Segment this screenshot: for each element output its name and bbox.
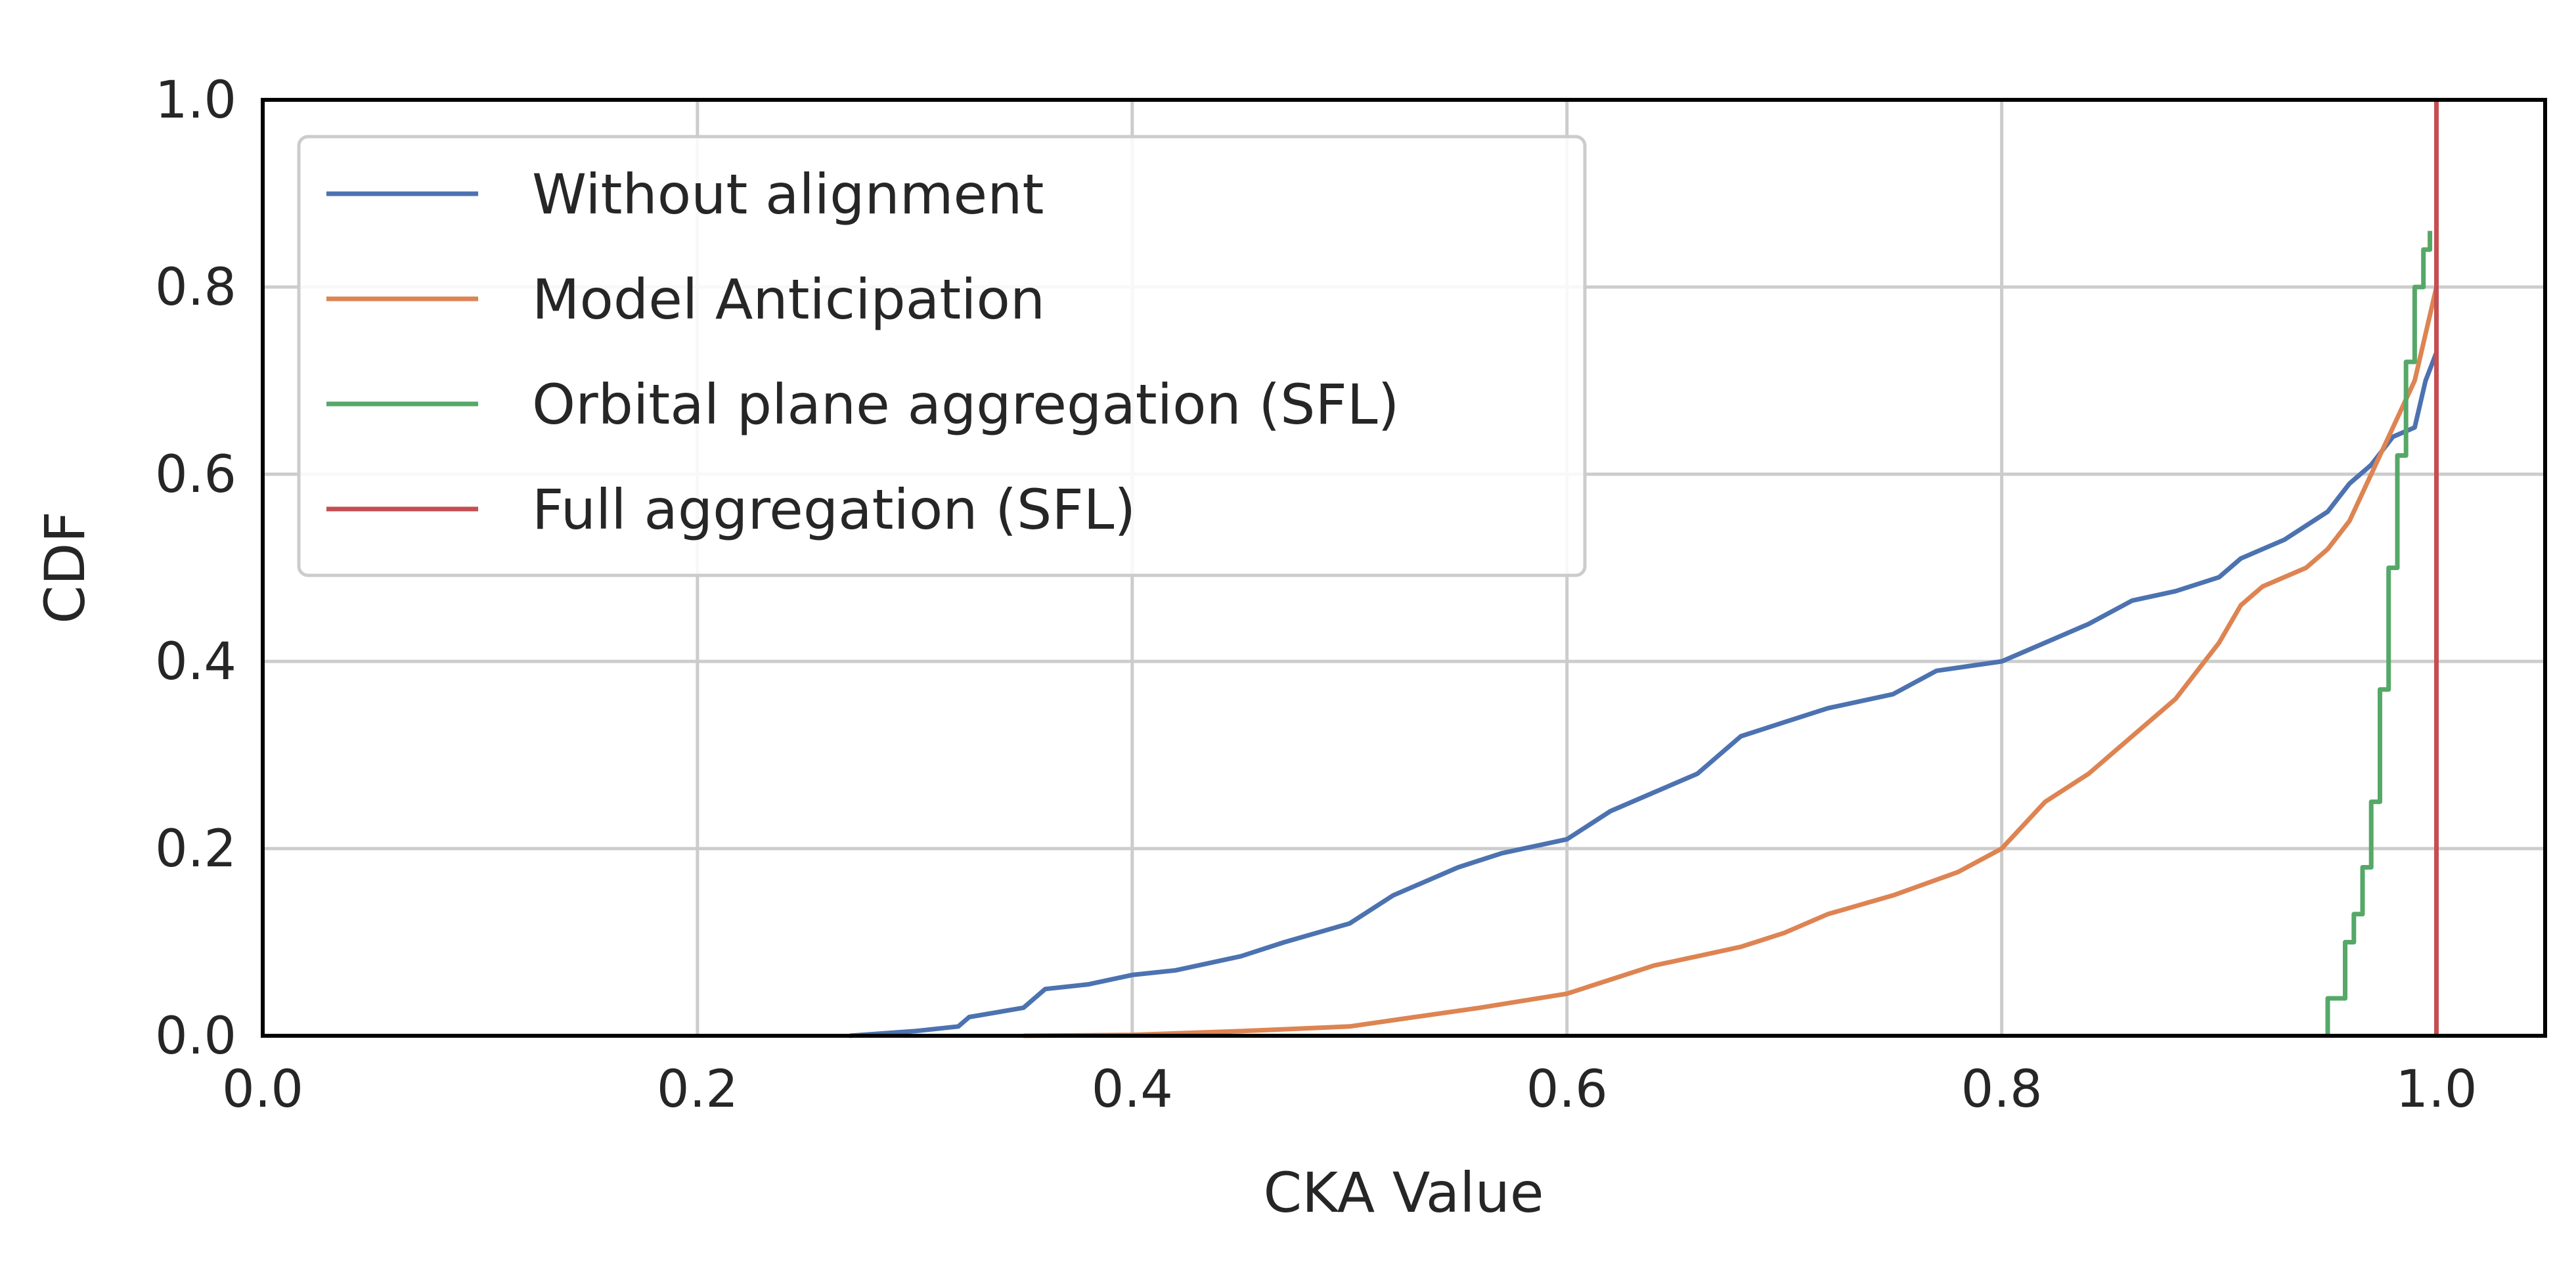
x-tick-label: 0.2 [657, 1060, 738, 1119]
x-tick-label: 0.8 [1961, 1060, 2043, 1119]
x-tick-label: 0.4 [1092, 1060, 1173, 1119]
series-layer [849, 100, 2439, 1038]
legend-label: Full aggregation (SFL) [532, 477, 1136, 542]
x-axis-label: CKA Value [1263, 1161, 1543, 1225]
legend-label: Model Anticipation [532, 267, 1045, 332]
legend-box [297, 135, 1587, 577]
y-tick-label: 1.0 [155, 71, 236, 130]
y-tick-label: 0.0 [155, 1007, 236, 1066]
x-tick-label: 0.6 [1526, 1060, 1608, 1119]
legend-label: Orbital plane aggregation (SFL) [532, 372, 1399, 437]
y-axis-label: CDF [33, 511, 97, 624]
y-tick-label: 0.6 [155, 445, 236, 504]
series-line [1023, 286, 2439, 1038]
y-tick-label: 0.4 [155, 632, 236, 692]
x-tick-label: 1.0 [2396, 1060, 2477, 1119]
legend-label: Without alignment [532, 162, 1044, 227]
x-tick-label: 0.0 [222, 1060, 303, 1119]
y-tick-label: 0.8 [155, 258, 236, 317]
legend: Without alignment Model Anticipation Orbit… [297, 135, 1587, 577]
series-line [2325, 231, 2433, 1036]
series-line [849, 351, 2439, 1038]
y-tick-label: 0.2 [155, 820, 236, 879]
tick-labels: 0.0 0.2 0.4 0.6 0.8 1.0 0.0 0.2 0.4 0.6 0.8 1.0 [155, 71, 2477, 1119]
plot-frame [261, 98, 2547, 1038]
